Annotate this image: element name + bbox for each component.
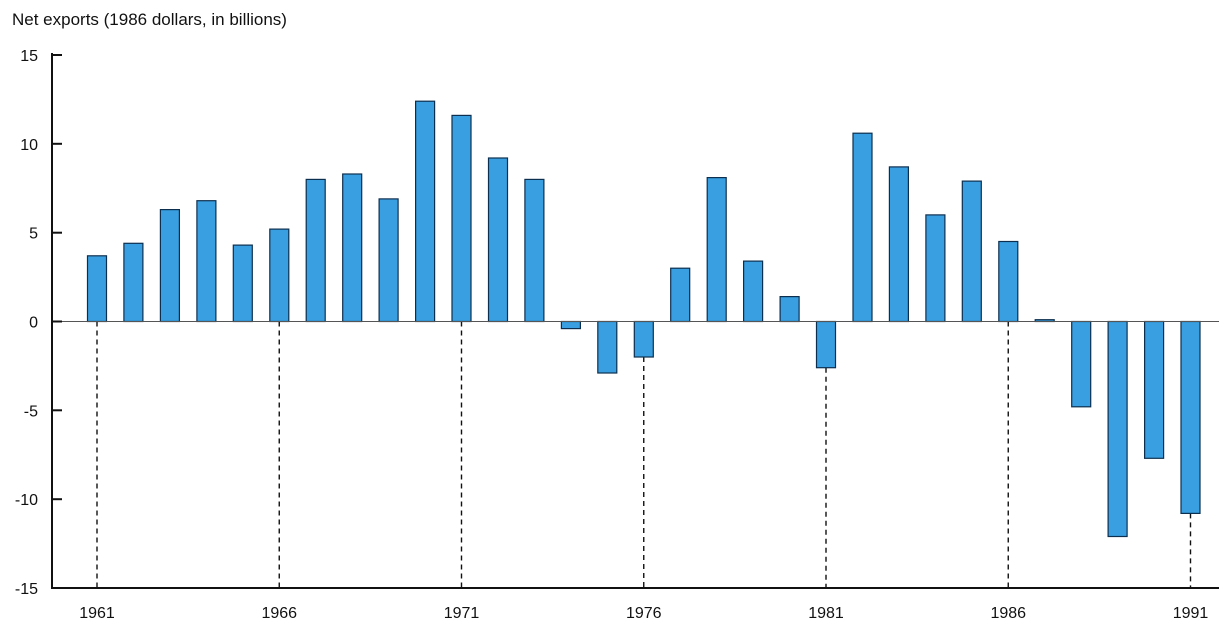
bar-1968 (342, 173, 363, 323)
y-tick-label-15: 15 (20, 48, 38, 65)
x-tick-label-1981: 1981 (808, 605, 844, 622)
bar-1965 (232, 244, 253, 323)
bar-1975 (597, 320, 618, 374)
y-axis-title: Net exports (1986 dollars, in billions) (12, 10, 287, 29)
bar-1991 (1180, 320, 1201, 514)
y-tick-label--15: -15 (15, 581, 38, 598)
x-tick-label-1986: 1986 (990, 605, 1026, 622)
axes (51, 53, 1219, 589)
bar-1984 (925, 214, 946, 323)
bar-1980 (779, 296, 800, 323)
x-tick-labels: 1961 1966 1971 1976 1981 1986 1991 (79, 605, 1208, 622)
bar-1990 (1143, 320, 1165, 459)
bars (86, 100, 1201, 538)
x-tick-label-1966: 1966 (261, 605, 297, 622)
x-tick-label-1976: 1976 (626, 605, 662, 622)
bar-1978 (706, 177, 727, 323)
y-tick-label-5: 5 (29, 226, 38, 243)
y-tick-label--10: -10 (15, 492, 38, 509)
y-tick-label--5: -5 (24, 403, 38, 420)
y-tick-labels: 15 10 5 0 -5 -10 -15 (15, 48, 38, 598)
bar-1979 (742, 260, 764, 323)
bar-1982 (852, 132, 873, 323)
x-tick-label-1971: 1971 (444, 605, 480, 622)
bar-1985 (961, 180, 982, 323)
bar-1976 (633, 320, 654, 358)
bar-1986 (998, 240, 1019, 323)
bar-1961 (86, 255, 108, 323)
bar-1983 (888, 166, 910, 323)
bar-1977 (670, 267, 691, 323)
bar-1966 (269, 228, 290, 323)
y-tick-label-0: 0 (29, 315, 38, 332)
bar-1969 (378, 198, 399, 323)
bar-1967 (305, 178, 326, 323)
x-tick-label-1961: 1961 (79, 605, 115, 622)
bar-1974 (560, 320, 582, 330)
bar-1988 (1071, 320, 1092, 408)
year-guides (96, 321, 1192, 588)
bar-1971 (451, 114, 472, 323)
bar-1963 (159, 209, 180, 323)
y-tick-label-10: 10 (20, 137, 38, 154)
x-tick-label-1991: 1991 (1173, 605, 1209, 622)
bar-1972 (487, 157, 509, 323)
bar-1989 (1107, 320, 1128, 538)
bar-1964 (196, 200, 217, 323)
bar-1973 (524, 178, 545, 323)
bar-1962 (123, 242, 144, 323)
bar-1981 (815, 320, 837, 369)
bar-1970 (415, 100, 436, 323)
